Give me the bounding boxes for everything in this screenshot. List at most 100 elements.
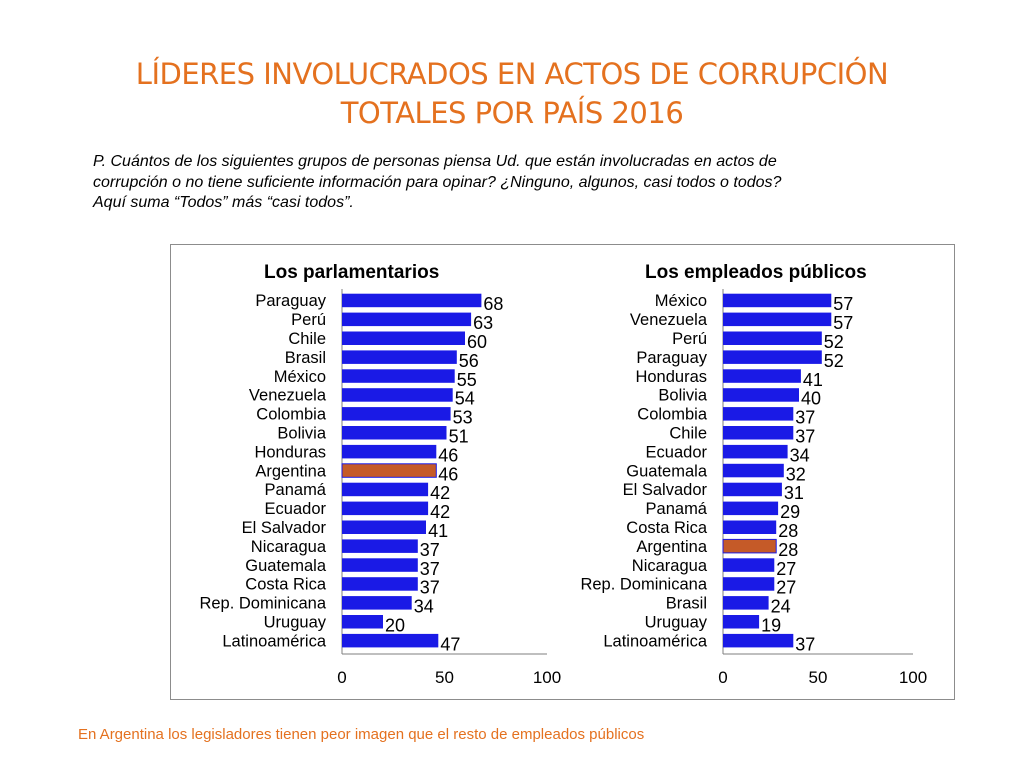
category-label: Guatemala	[245, 557, 327, 575]
chart-panel-2: Los empleados públicos México 57 Venezuela 5…	[580, 262, 927, 687]
bar-ecuador	[723, 444, 788, 459]
bar-guatemala	[342, 558, 418, 572]
category-label: Rep. Dominicana	[199, 595, 326, 613]
category-label: Paraguay	[255, 292, 326, 310]
category-label: Panamá	[265, 481, 327, 499]
category-label: Colombia	[256, 406, 327, 424]
data-label: 52	[824, 332, 844, 352]
chart-container: Los parlamentarios Paraguay 68 Perú 63 Chile 6…	[170, 244, 955, 700]
bar-latinoam-rica	[723, 633, 794, 648]
bar-venezuela	[723, 312, 832, 327]
category-label: Bolivia	[277, 425, 326, 443]
bar-costa-rica	[723, 520, 777, 534]
bar-el-salvador	[723, 482, 782, 497]
data-label: 37	[420, 540, 440, 560]
slide-title: LÍDERES INVOLUCRADOS EN ACTOS DE CORRUPC…	[0, 55, 1024, 133]
x-tick-label: 100	[533, 668, 561, 687]
data-label: 57	[833, 313, 853, 333]
bar-brasil	[723, 596, 769, 610]
category-label: Perú	[672, 330, 707, 348]
category-label: El Salvador	[242, 519, 327, 537]
data-label: 60	[467, 332, 487, 352]
data-label: 37	[420, 559, 440, 579]
category-label: Brasil	[666, 595, 707, 613]
category-label: El Salvador	[623, 481, 708, 499]
data-label: 54	[455, 389, 475, 409]
category-label: Argentina	[636, 538, 707, 556]
category-label: Nicaragua	[251, 538, 327, 556]
category-label: Uruguay	[645, 614, 708, 632]
category-label: Venezuela	[630, 311, 708, 329]
bar-guatemala	[723, 463, 784, 478]
bar-ecuador	[342, 501, 429, 516]
data-label: 42	[430, 502, 450, 522]
bar-bolivia	[723, 388, 799, 402]
data-label: 19	[761, 616, 781, 636]
bar-panam-	[723, 501, 779, 516]
bar-chile	[723, 426, 794, 440]
category-label: Costa Rica	[245, 576, 327, 594]
data-label: 31	[784, 483, 804, 503]
bar-colombia	[723, 407, 794, 421]
data-label: 52	[824, 351, 844, 371]
slide-title-line-1: LÍDERES INVOLUCRADOS EN ACTOS DE CORRUPC…	[135, 57, 889, 91]
category-label: Honduras	[635, 368, 707, 386]
category-label: México	[655, 292, 707, 310]
category-label: Perú	[291, 311, 326, 329]
bar-nicaragua	[723, 558, 775, 572]
data-label: 57	[833, 294, 853, 314]
category-label: Ecuador	[265, 500, 327, 518]
data-label: 47	[440, 634, 460, 654]
bar-el-salvador	[342, 520, 426, 534]
bar-rep-dominicana	[723, 577, 775, 591]
data-label: 41	[428, 521, 448, 541]
data-label: 46	[438, 445, 458, 465]
bar-argentina	[341, 463, 437, 478]
bar-colombia	[342, 407, 451, 421]
data-label: 20	[385, 616, 405, 636]
data-label: 40	[801, 389, 821, 409]
data-label: 34	[790, 445, 810, 465]
category-label: Guatemala	[626, 462, 708, 480]
bar-nicaragua	[342, 539, 418, 553]
data-label: 55	[457, 370, 477, 390]
chart-title: Los parlamentarios	[264, 262, 439, 283]
category-label: Argentina	[255, 462, 326, 480]
question-line-3: Aquí suma “Todos” más “casi todos”.	[93, 194, 354, 211]
category-label: Costa Rica	[626, 519, 708, 537]
data-label: 28	[778, 521, 798, 541]
data-label: 27	[776, 559, 796, 579]
bar-venezuela	[342, 388, 453, 402]
category-label: Chile	[669, 425, 707, 443]
bar-costa-rica	[342, 577, 418, 591]
data-label: 29	[780, 502, 800, 522]
bar-m-xico	[723, 293, 832, 308]
bar-latinoam-rica	[342, 633, 439, 648]
category-label: Uruguay	[264, 614, 327, 632]
bar-uruguay	[723, 615, 760, 629]
bar-honduras	[342, 444, 437, 459]
category-label: México	[274, 368, 326, 386]
x-tick-label: 0	[337, 668, 346, 687]
charts-svg: Los parlamentarios Paraguay 68 Perú 63 Chile 6…	[199, 262, 927, 687]
bar-honduras	[723, 369, 801, 383]
slide-title-line-2: TOTALES POR PAÍS 2016	[340, 96, 684, 130]
category-label: Rep. Dominicana	[580, 576, 707, 594]
data-label: 51	[449, 427, 469, 447]
category-label: Chile	[288, 330, 326, 348]
category-label: Nicaragua	[632, 557, 708, 575]
data-label: 56	[459, 351, 479, 371]
bar-bolivia	[342, 426, 447, 440]
data-label: 37	[795, 634, 815, 654]
category-label: Honduras	[254, 443, 326, 461]
chart-panel-1: Los parlamentarios Paraguay 68 Perú 63 Chile 6…	[199, 262, 561, 687]
bar-argentina	[722, 538, 777, 554]
data-label: 46	[438, 464, 458, 484]
data-label: 32	[786, 464, 806, 484]
survey-question: P. Cuántos de los siguientes grupos de p…	[93, 152, 963, 214]
data-label: 28	[778, 540, 798, 560]
data-label: 24	[771, 597, 791, 617]
category-label: Latinoamérica	[603, 632, 707, 650]
x-tick-label: 100	[899, 668, 927, 687]
question-line-1: P. Cuántos de los siguientes grupos de p…	[93, 153, 777, 170]
